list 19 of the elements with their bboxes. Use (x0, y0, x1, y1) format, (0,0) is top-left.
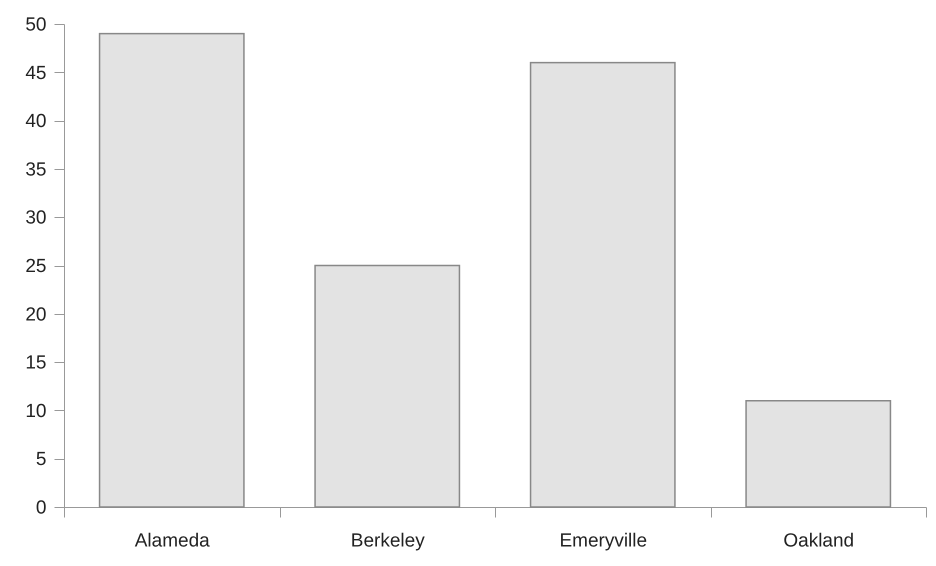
bar (314, 264, 460, 508)
x-tick-label: Alameda (134, 530, 210, 552)
y-tick-label: 15 (25, 352, 46, 374)
y-tick-label: 35 (25, 159, 46, 180)
y-tick-label: 50 (25, 14, 46, 36)
y-tick-label: 40 (25, 111, 46, 132)
x-tick-label: Berkeley (350, 530, 426, 552)
y-tick-label: 0 (36, 498, 46, 518)
y-tick-label: 20 (25, 304, 46, 326)
y-tick-label: 25 (25, 256, 46, 277)
x-tick-label: Emeryville (559, 530, 648, 552)
bar (98, 32, 245, 508)
y-tick-label: 30 (25, 208, 46, 229)
bar (745, 400, 892, 508)
x-tick-label: Oakland (783, 530, 854, 552)
y-tick-label: 5 (36, 449, 46, 470)
y-tick-label: 45 (25, 62, 46, 84)
bar (530, 62, 676, 508)
y-tick-label: 10 (25, 400, 46, 422)
